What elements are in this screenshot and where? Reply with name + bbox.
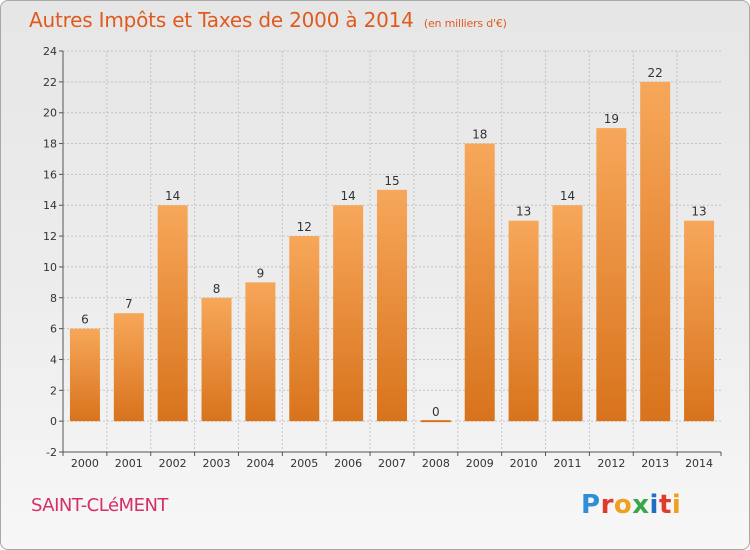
y-tick-label: 20 xyxy=(43,107,57,120)
data-label: 8 xyxy=(213,282,221,296)
data-label: 14 xyxy=(560,189,575,203)
x-tick-label: 2010 xyxy=(510,457,538,470)
x-tick-label: 2012 xyxy=(597,457,625,470)
chart-subtitle: (en milliers d'€) xyxy=(423,17,507,30)
data-label: 13 xyxy=(691,205,706,219)
bar xyxy=(596,128,627,422)
y-tick-label: 4 xyxy=(50,353,57,366)
logo-letter: x xyxy=(632,490,650,520)
bar xyxy=(464,143,495,422)
data-label: 22 xyxy=(648,66,663,80)
data-label: 15 xyxy=(384,174,399,188)
labels: -202468101214161820222462000720011420028… xyxy=(43,45,713,470)
data-label: 12 xyxy=(297,220,312,234)
bars xyxy=(69,81,715,423)
logo-letter: r xyxy=(600,490,614,520)
bar xyxy=(333,205,364,422)
x-tick-label: 2008 xyxy=(422,457,450,470)
y-tick-label: -2 xyxy=(46,446,57,459)
y-tick-label: 16 xyxy=(43,168,57,181)
x-tick-label: 2004 xyxy=(246,457,274,470)
y-tick-label: 18 xyxy=(43,138,57,151)
y-tick-label: 22 xyxy=(43,76,57,89)
x-tick-label: 2009 xyxy=(466,457,494,470)
y-tick-label: 14 xyxy=(43,199,57,212)
y-tick-label: 6 xyxy=(50,323,57,336)
x-tick-label: 2000 xyxy=(71,457,99,470)
logo-letter: P xyxy=(581,490,601,520)
town-name: SAINT-CLéMENT xyxy=(31,495,168,516)
data-label: 14 xyxy=(340,189,355,203)
bar xyxy=(289,236,320,422)
x-tick-label: 2002 xyxy=(159,457,187,470)
bar xyxy=(684,220,715,422)
chart-title: Autres Impôts et Taxes de 2000 à 2014 (e… xyxy=(29,8,507,32)
bar xyxy=(245,282,276,422)
y-tick-label: 12 xyxy=(43,230,57,243)
logo-letter: i xyxy=(671,490,682,520)
y-tick-label: 2 xyxy=(50,384,57,397)
proxiti-logo[interactable]: Proxiti xyxy=(581,490,681,520)
x-tick-label: 2013 xyxy=(641,457,669,470)
x-tick-label: 2014 xyxy=(685,457,713,470)
logo-letter: t xyxy=(658,490,672,520)
bar xyxy=(377,189,407,422)
y-tick-label: 10 xyxy=(43,261,57,274)
data-label: 19 xyxy=(604,112,619,126)
bar xyxy=(113,313,144,422)
data-label: 18 xyxy=(472,128,487,142)
data-label: 0 xyxy=(432,405,440,419)
data-label: 6 xyxy=(81,313,89,327)
x-tick-label: 2007 xyxy=(378,457,406,470)
bar xyxy=(508,220,539,422)
chart-title-text: Autres Impôts et Taxes de 2000 à 2014 xyxy=(29,8,414,32)
axes xyxy=(59,50,722,456)
bar xyxy=(420,420,451,423)
data-label: 13 xyxy=(516,205,531,219)
bar xyxy=(69,328,100,422)
data-label: 14 xyxy=(165,189,180,203)
x-tick-label: 2011 xyxy=(553,457,581,470)
y-tick-label: 24 xyxy=(43,45,57,58)
bar xyxy=(640,81,671,422)
bar xyxy=(157,205,188,422)
data-label: 7 xyxy=(125,297,133,311)
logo-letter: i xyxy=(649,490,659,520)
data-label: 9 xyxy=(257,266,265,280)
x-tick-label: 2005 xyxy=(290,457,318,470)
logo-letter: o xyxy=(613,490,633,520)
x-tick-label: 2003 xyxy=(203,457,231,470)
bar xyxy=(201,297,232,422)
bar xyxy=(552,205,583,422)
x-tick-label: 2001 xyxy=(115,457,143,470)
y-tick-label: 0 xyxy=(50,415,57,428)
y-tick-label: 8 xyxy=(50,292,57,305)
x-tick-label: 2006 xyxy=(334,457,362,470)
